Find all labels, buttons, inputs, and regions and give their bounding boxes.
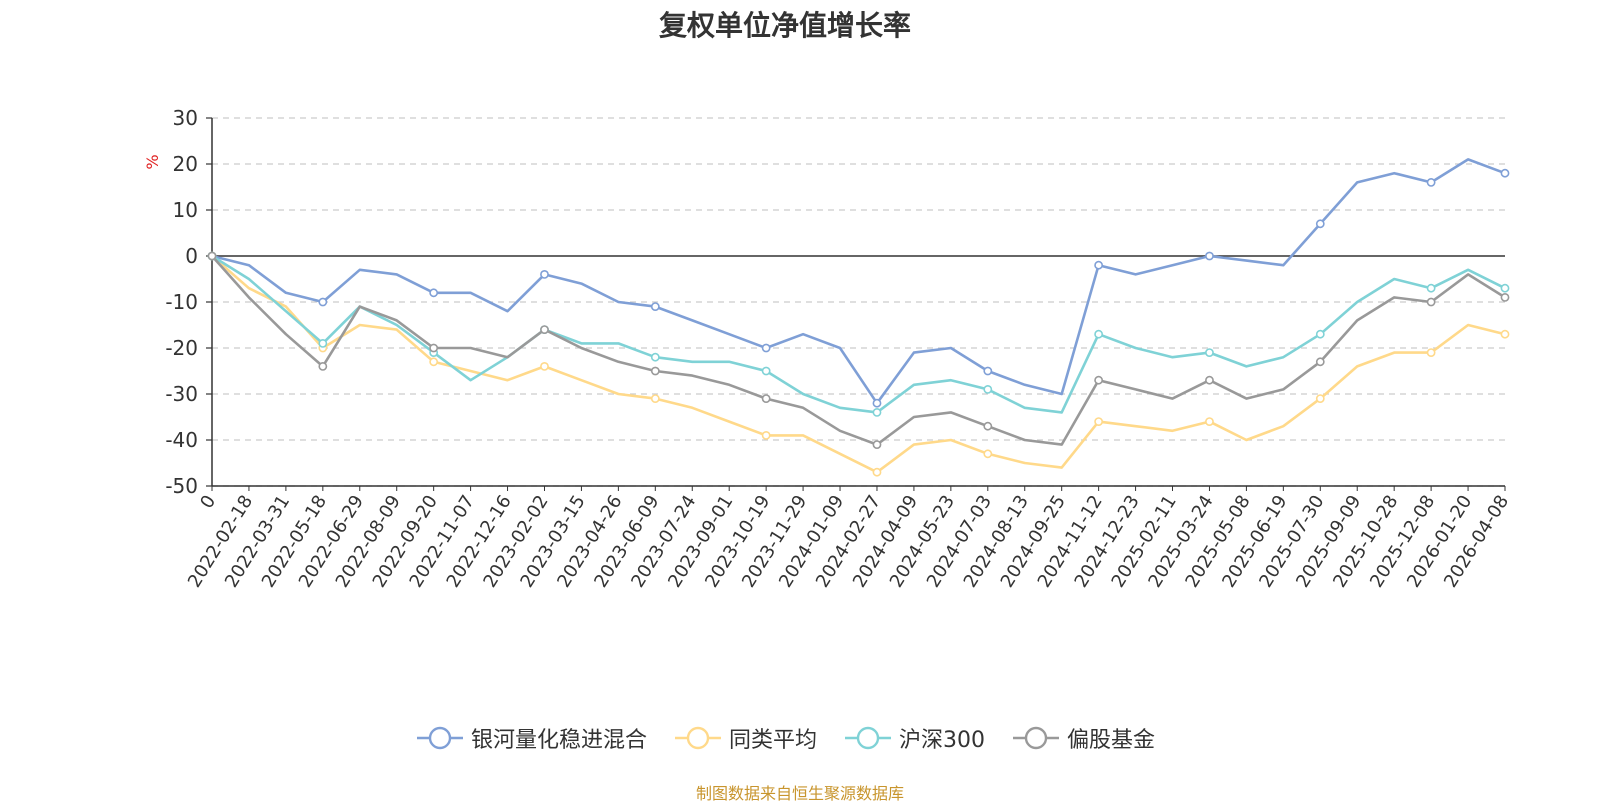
- data-point: [1500, 168, 1510, 178]
- legend-swatch-icon: [845, 726, 891, 750]
- data-point: [318, 297, 328, 307]
- legend-item[interactable]: 同类平均: [673, 722, 817, 754]
- data-point: [1426, 177, 1436, 187]
- series-line: [210, 254, 1507, 446]
- data-point: [1094, 260, 1104, 270]
- data-point: [1315, 357, 1325, 367]
- y-tick-label: -20: [165, 336, 198, 360]
- data-point: [983, 449, 993, 459]
- y-tick-label: 10: [173, 198, 198, 222]
- data-point: [650, 366, 660, 376]
- data-point: [761, 366, 771, 376]
- legend-label: 沪深300: [899, 728, 985, 753]
- legend-label: 偏股基金: [1067, 728, 1156, 753]
- data-point: [872, 407, 882, 417]
- data-point: [1426, 297, 1436, 307]
- y-axis-label: %: [143, 154, 162, 169]
- data-point: [650, 302, 660, 311]
- y-ticks: 30 20 10 0 -10 -20 -30 -40 -50: [165, 106, 212, 498]
- data-point: [429, 343, 439, 353]
- series-group: [207, 158, 1510, 477]
- data-point: [318, 361, 328, 371]
- data-point: [1205, 375, 1214, 385]
- data-point: [540, 361, 549, 371]
- data-point: [872, 467, 882, 477]
- series-line: [210, 254, 1507, 414]
- y-tick-label: -30: [165, 382, 198, 406]
- data-point: [761, 430, 771, 440]
- data-point: [983, 366, 993, 376]
- data-point: [1315, 219, 1325, 229]
- grid: [212, 117, 1505, 487]
- source-note: 制图数据来自恒生聚源数据库: [695, 784, 904, 803]
- data-point: [983, 384, 993, 394]
- y-tick-label: -10: [165, 290, 198, 314]
- x-tick-label: 0: [196, 492, 220, 513]
- data-point: [872, 398, 882, 408]
- y-tick-label: 30: [173, 106, 198, 130]
- data-point: [1500, 329, 1510, 339]
- data-point: [1315, 394, 1325, 403]
- data-point: [1426, 348, 1436, 357]
- y-tick-label: -40: [165, 428, 198, 452]
- data-point: [1094, 329, 1104, 339]
- legend-swatch-icon: [674, 726, 721, 750]
- data-point: [650, 352, 660, 362]
- data-point: [1205, 348, 1214, 357]
- data-point: [1094, 375, 1104, 385]
- data-point: [1500, 292, 1510, 302]
- data-point: [1205, 417, 1214, 426]
- legend-item[interactable]: 偏股基金: [1011, 722, 1155, 754]
- data-point: [540, 269, 549, 279]
- legend-label: 银河量化稳进混合: [470, 728, 647, 753]
- y-tick-label: 0: [185, 244, 198, 268]
- data-point: [1500, 283, 1510, 293]
- data-point: [429, 288, 439, 298]
- data-point: [1094, 417, 1104, 426]
- legend-item[interactable]: 沪深300: [843, 722, 985, 754]
- legend-item[interactable]: 银河量化稳进混合: [415, 722, 647, 754]
- y-tick-label: 20: [173, 152, 198, 176]
- data-point: [1315, 329, 1325, 339]
- data-point: [761, 394, 771, 403]
- data-point: [983, 421, 993, 431]
- data-point: [650, 394, 660, 403]
- data-point: [540, 325, 549, 334]
- chart-title: 复权单位净值增长率: [658, 9, 911, 42]
- series-line: [210, 254, 1507, 474]
- data-point: [761, 343, 771, 353]
- legend: 银河量化稳进混合 同类平均 沪深300 偏股基金: [0, 722, 1570, 754]
- y-tick-label: -50: [165, 474, 198, 498]
- axes: [211, 118, 1505, 487]
- x-ticks: 02022-02-182022-03-312022-05-182022-06-2…: [184, 486, 1513, 591]
- legend-swatch-icon: [1013, 726, 1059, 750]
- data-point: [1205, 251, 1214, 261]
- data-point: [207, 251, 217, 261]
- legend-label: 同类平均: [728, 728, 817, 753]
- data-point: [318, 338, 328, 348]
- data-point: [872, 440, 882, 449]
- data-point: [429, 357, 439, 367]
- series-line: [210, 158, 1507, 405]
- data-point: [1426, 283, 1436, 293]
- legend-swatch-icon: [416, 726, 463, 750]
